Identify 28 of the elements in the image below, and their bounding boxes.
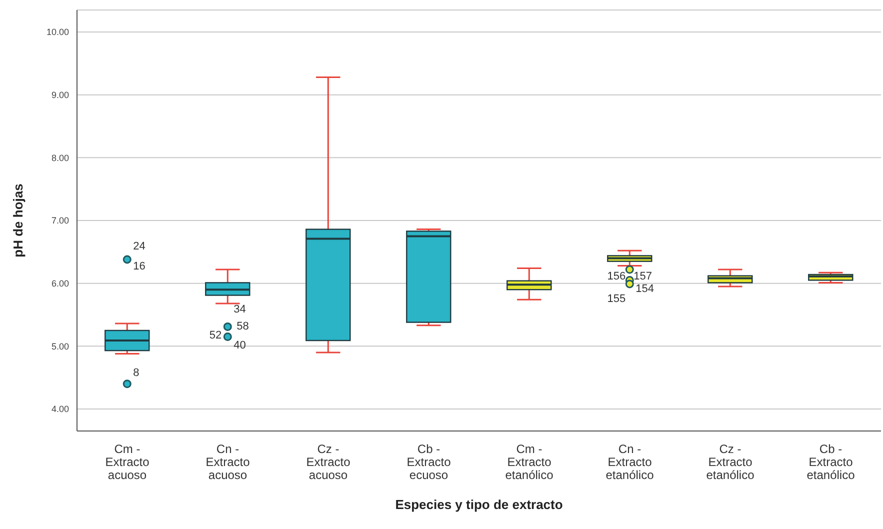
annotation: 16: [133, 260, 146, 272]
x-tick-label: Cm - Extracto acuoso: [105, 442, 150, 482]
y-tick-label: 7.00: [51, 216, 69, 226]
x-tick-label: Cz - Extracto acuoso: [306, 442, 351, 482]
x-tick-label: Cb - Extracto ecuoso: [406, 442, 452, 482]
x-tick-label: Cn - Extracto etanólico: [606, 442, 654, 482]
y-axis-title: pH de hojas: [10, 184, 26, 258]
annotation: 154: [636, 283, 654, 296]
annotation: 157: [634, 270, 652, 283]
annotation: 34: [234, 304, 246, 316]
y-tick-label: 8.00: [51, 152, 69, 163]
x-axis-title: Especies y tipo de extracto: [395, 497, 563, 512]
annotation: 8: [133, 366, 140, 379]
x-tick-label: Cz - Extracto etanólico: [706, 442, 755, 482]
y-tick-label: 9.00: [51, 90, 69, 100]
x-tick-label: Cn - Extracto acuoso: [206, 442, 250, 482]
annotation: 155: [607, 292, 626, 305]
y-tick-label: 6.00: [51, 278, 69, 289]
y-tick-label: 4.00: [51, 404, 69, 414]
annotation: 40: [234, 340, 246, 352]
annotation: 156: [607, 270, 626, 283]
annotation: 24: [133, 240, 146, 252]
x-tick-label: Cb - Extracto etanólico: [806, 442, 856, 482]
annotation: 52: [209, 330, 222, 342]
annotation: 58: [236, 320, 249, 333]
y-tick-label: 10.00: [46, 27, 69, 38]
x-tick-label: Cm - Extracto etanólico: [505, 442, 554, 482]
y-tick-label: 5.00: [51, 341, 69, 352]
